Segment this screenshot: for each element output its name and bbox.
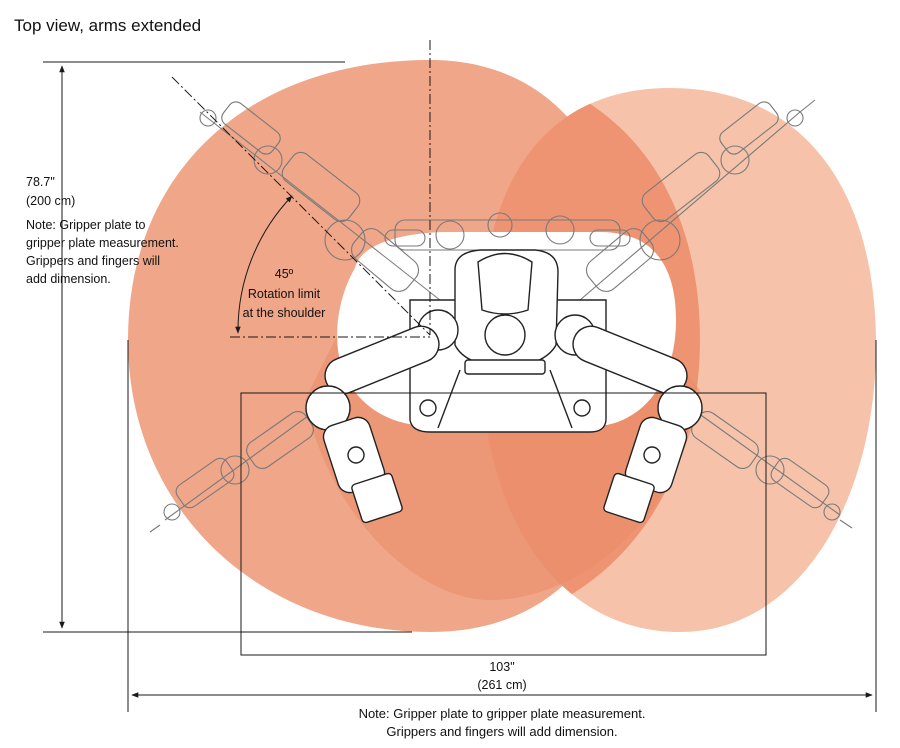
left-wrist-joint [347, 446, 365, 464]
ghost-arm-lower-left [149, 399, 331, 533]
dimension-lines [43, 40, 877, 712]
right-gripper [603, 472, 655, 524]
robot-arms [305, 309, 703, 524]
width-metric: (261 cm) [477, 678, 526, 692]
ghost-arm-upper-right [579, 99, 816, 301]
rotation-labels: 45º Rotation limit at the shoulder [243, 267, 326, 320]
left-gripper [351, 472, 403, 524]
wheel-left [419, 399, 437, 417]
rotation-angle: 45º [275, 267, 294, 281]
diagonal-45-reference [171, 76, 431, 336]
diagram-title: Top view, arms extended [14, 16, 201, 35]
left-arm [305, 309, 459, 524]
base-strut-left [437, 369, 461, 429]
footprint-rectangle [240, 392, 767, 656]
width-note-line-2: Grippers and fingers will add dimension. [386, 724, 617, 739]
torso-plate [464, 359, 546, 375]
base-strut-right [549, 369, 573, 429]
rotation-line-1: Rotation limit [248, 287, 321, 301]
head-sensor [484, 314, 526, 356]
head-top [477, 252, 533, 315]
rotation-arc [235, 195, 293, 334]
height-metric: (200 cm) [26, 194, 75, 208]
right-wrist-joint [643, 446, 661, 464]
height-value: 78.7" [26, 175, 55, 189]
width-value: 103" [489, 660, 514, 674]
height-labels: 78.7" (200 cm) Note: Gripper plate to gr… [26, 175, 179, 286]
ghost-arm-horizontal [384, 212, 631, 251]
right-arm [554, 314, 703, 524]
wheel-right [573, 399, 591, 417]
rotation-line-2: at the shoulder [243, 306, 326, 320]
robot-body [409, 249, 607, 433]
height-note-line-3: Grippers and fingers will [26, 254, 160, 268]
width-note-line-1: Note: Gripper plate to gripper plate mea… [359, 706, 646, 721]
left-upper-arm [324, 325, 440, 395]
right-upper-arm [572, 325, 688, 395]
ghost-arm-upper-left [199, 101, 441, 301]
height-note-line-4: add dimension. [26, 272, 111, 286]
height-note-line-1: Note: Gripper plate to [26, 218, 146, 232]
width-labels: 103" (261 cm) Note: Gripper plate to gri… [359, 660, 646, 739]
height-note-line-2: gripper plate measurement. [26, 236, 179, 250]
